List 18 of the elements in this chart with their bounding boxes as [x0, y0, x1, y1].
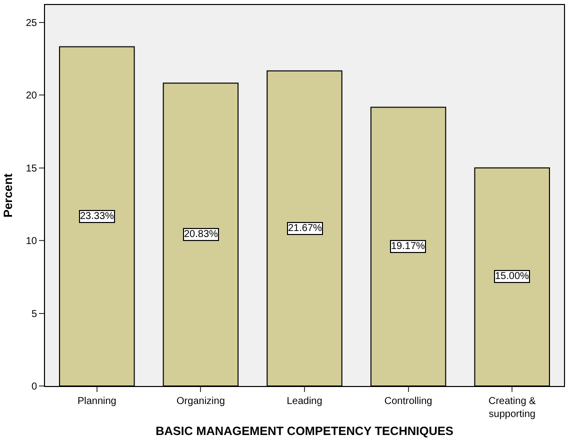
- y-tick-label: 25: [26, 18, 38, 29]
- y-axis-title: Percent: [1, 173, 16, 218]
- x-axis-title: BASIC MANAGEMENT COMPETENCY TECHNIQUES: [156, 424, 454, 438]
- data-label: 21.67%: [288, 223, 322, 234]
- y-tick-label: 0: [31, 382, 38, 392]
- data-label: 20.83%: [184, 229, 218, 240]
- x-tick-label: Planning: [77, 396, 116, 407]
- data-label: 23.33%: [80, 211, 114, 222]
- y-tick-label: 10: [26, 236, 38, 248]
- data-label: 19.17%: [391, 241, 426, 252]
- x-tick-label: Controlling: [384, 396, 432, 407]
- x-tick-label: Leading: [286, 396, 322, 407]
- x-tick-label: Organizing: [176, 396, 225, 407]
- y-tick-label: 20: [26, 90, 38, 102]
- y-tick-label: 5: [31, 308, 38, 320]
- y-tick-label: 15: [26, 163, 38, 174]
- x-tick-label: Creating & supporting: [488, 396, 536, 420]
- data-label: 15.00%: [495, 271, 530, 282]
